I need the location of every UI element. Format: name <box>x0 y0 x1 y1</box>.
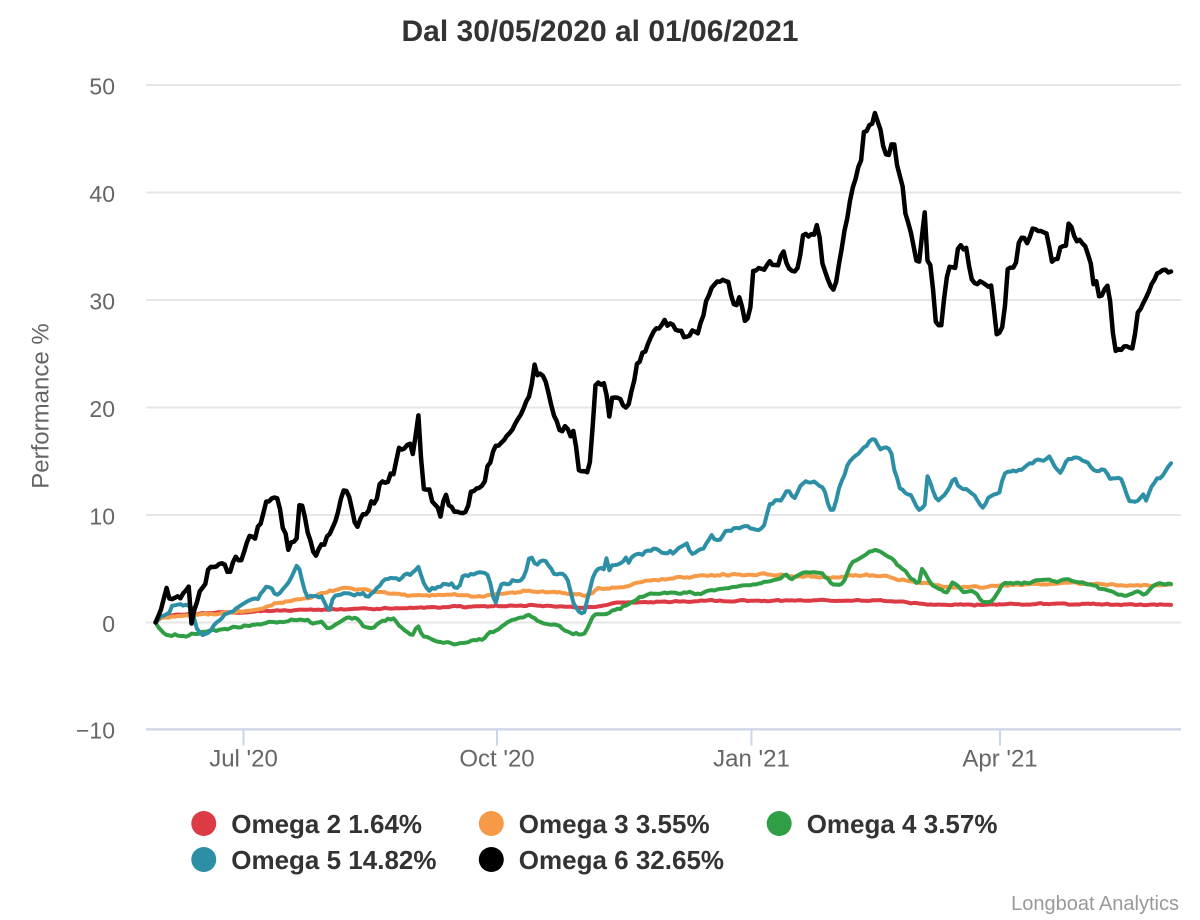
svg-text:−10: −10 <box>76 718 115 744</box>
svg-text:Longboat Analytics: Longboat Analytics <box>1011 893 1179 915</box>
svg-text:10: 10 <box>89 504 115 530</box>
svg-text:Dal 30/05/2020 al 01/06/2021: Dal 30/05/2020 al 01/06/2021 <box>401 15 798 48</box>
svg-text:Omega 5 14.82%: Omega 5 14.82% <box>231 845 436 875</box>
svg-text:40: 40 <box>89 181 115 207</box>
svg-text:Omega 3 3.55%: Omega 3 3.55% <box>519 809 710 839</box>
svg-text:Jan '21: Jan '21 <box>713 746 790 773</box>
svg-text:50: 50 <box>89 74 115 100</box>
svg-text:Performance %: Performance % <box>28 323 55 488</box>
svg-text:Oct '20: Oct '20 <box>459 746 534 773</box>
svg-text:Omega 6 32.65%: Omega 6 32.65% <box>519 845 724 875</box>
svg-text:Omega 4 3.57%: Omega 4 3.57% <box>807 809 998 839</box>
svg-text:20: 20 <box>89 396 115 422</box>
svg-text:Jul '20: Jul '20 <box>209 746 278 773</box>
svg-text:Apr '21: Apr '21 <box>962 746 1037 773</box>
svg-text:0: 0 <box>102 611 115 637</box>
svg-text:30: 30 <box>89 289 115 315</box>
svg-text:Omega 2 1.64%: Omega 2 1.64% <box>231 809 422 839</box>
